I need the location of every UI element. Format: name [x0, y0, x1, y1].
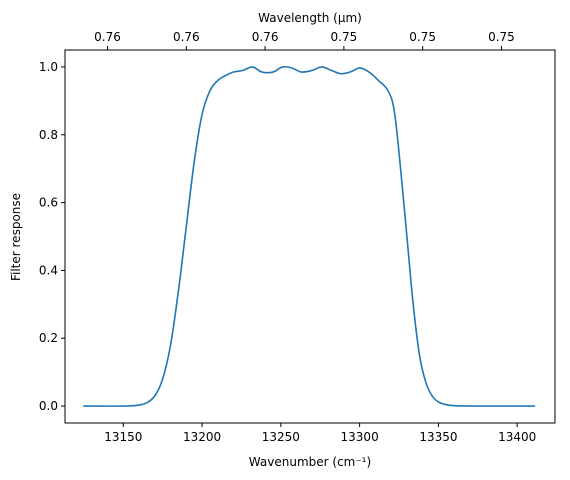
y-axis-label: Filter response — [9, 193, 23, 281]
x-tick-label: 13350 — [419, 430, 457, 444]
plot-area — [64, 49, 556, 424]
y-axis-ticks: 0.0 0.2 0.4 0.6 0.8 1.0 — [39, 60, 65, 413]
top-x-tick-label: 0.76 — [94, 30, 121, 44]
x-tick-label: 13200 — [183, 430, 221, 444]
y-tick-label: 0.4 — [39, 263, 58, 277]
top-x-axis-label: Wavelength (μm) — [258, 11, 362, 25]
y-tick-label: 0.2 — [39, 331, 58, 345]
x-axis-label: Wavenumber (cm⁻¹) — [249, 455, 371, 469]
series-line — [83, 65, 536, 407]
top-x-tick-label: 0.75 — [409, 30, 436, 44]
y-tick-label: 1.0 — [39, 60, 58, 74]
top-x-tick-label: 0.75 — [331, 30, 358, 44]
x-tick-label: 13150 — [104, 430, 142, 444]
x-tick-label: 13400 — [498, 430, 536, 444]
top-x-axis-ticks: 0.76 0.76 0.76 0.75 0.75 0.75 — [94, 30, 515, 50]
x-axis-ticks: 13150 13200 13250 13300 13350 13400 — [104, 423, 536, 444]
y-tick-label: 0.0 — [39, 399, 58, 413]
top-x-tick-label: 0.76 — [173, 30, 200, 44]
y-tick-label: 0.8 — [39, 128, 58, 142]
x-tick-label: 13300 — [341, 430, 379, 444]
y-tick-label: 0.6 — [39, 196, 58, 210]
x-tick-label: 13250 — [262, 430, 300, 444]
top-x-tick-label: 0.75 — [488, 30, 515, 44]
top-x-tick-label: 0.76 — [252, 30, 279, 44]
